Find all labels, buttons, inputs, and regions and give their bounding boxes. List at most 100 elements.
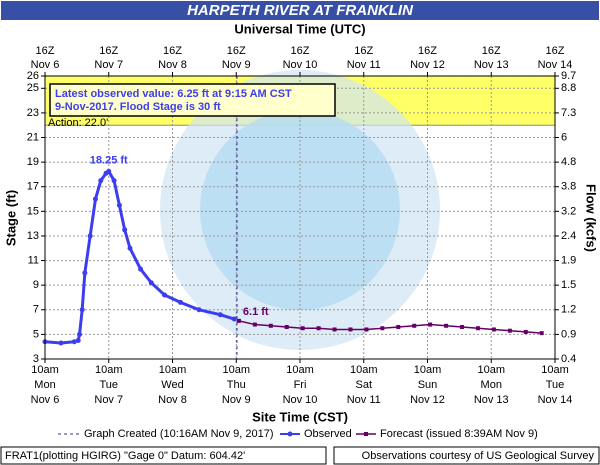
forecast-point xyxy=(252,322,257,327)
observed-point xyxy=(87,233,93,239)
x-axis-title: Site Time (CST) xyxy=(252,409,348,424)
y-tick-label: 7 xyxy=(33,304,39,316)
forecast-point xyxy=(380,326,385,331)
x2-tick-label: 16Z xyxy=(354,45,373,57)
y2-tick-label: 6 xyxy=(561,131,567,143)
y2-tick-label: 1.5 xyxy=(561,279,576,291)
legend-label: Observed xyxy=(304,428,352,440)
y2-tick-label: 4.8 xyxy=(561,156,576,168)
x-tick-label: Nov 6 xyxy=(31,394,60,406)
y2-tick-label: 9.7 xyxy=(561,70,576,82)
forecast-point xyxy=(475,326,480,331)
y2-tick-label: 0.9 xyxy=(561,328,576,340)
x2-tick-label: Nov 14 xyxy=(538,59,573,71)
x2-tick-label: Nov 8 xyxy=(158,59,187,71)
y2-axis-title: Flow (kcfs) xyxy=(584,184,599,252)
x-tick-label: 10am xyxy=(222,364,250,376)
footer-box xyxy=(0,446,327,465)
x2-tick-label: 16Z xyxy=(163,45,182,57)
observed-point xyxy=(106,168,112,174)
x-tick-label: 10am xyxy=(414,364,442,376)
forecast-point xyxy=(348,327,353,332)
x-tick-label: 10am xyxy=(286,364,314,376)
observed-point xyxy=(98,178,104,184)
y-tick-label: 9 xyxy=(33,279,39,291)
legend-swatch xyxy=(287,431,293,437)
x2-tick-label: 16Z xyxy=(291,45,310,57)
y-tick-label: 17 xyxy=(27,181,39,193)
x2-tick-label: 16Z xyxy=(99,45,118,57)
y-tick-label: 25 xyxy=(27,82,39,94)
value-label: 18.25 ft xyxy=(90,154,128,166)
observed-point xyxy=(122,227,128,233)
series-line xyxy=(238,320,542,334)
y-tick-label: 15 xyxy=(27,205,39,217)
observed-point xyxy=(231,316,237,322)
y2-tick-label: 3.8 xyxy=(561,181,576,193)
x-tick-label: Tue xyxy=(99,379,118,391)
observed-point xyxy=(116,202,122,208)
info-line: Latest observed value: 6.25 ft at 9:15 A… xyxy=(55,88,292,100)
observed-point xyxy=(111,178,117,184)
observed-point xyxy=(196,307,202,313)
info-line: 9-Nov-2017. Flood Stage is 30 ft xyxy=(55,101,221,113)
x-tick-label: Wed xyxy=(161,379,183,391)
forecast-point xyxy=(507,328,512,333)
x-tick-label: 10am xyxy=(159,364,187,376)
value-label: 6.1 ft xyxy=(243,306,269,318)
footer-right: Observations courtesy of US Geological S… xyxy=(362,450,595,462)
observed-point xyxy=(177,299,183,305)
forecast-point xyxy=(316,326,321,331)
x-tick-label: 10am xyxy=(95,364,123,376)
x-tick-label: Tue xyxy=(546,379,565,391)
observed-point xyxy=(71,339,77,345)
x-tick-label: Nov 14 xyxy=(538,394,573,406)
y-tick-label: 3 xyxy=(33,353,39,365)
y2-tick-label: 0.4 xyxy=(561,353,576,365)
x2-tick-label: Nov 6 xyxy=(31,59,60,71)
x-tick-label: 10am xyxy=(477,364,505,376)
observed-point xyxy=(75,338,81,344)
action-label: Action: 22.0' xyxy=(48,117,108,129)
forecast-point xyxy=(491,327,496,332)
forecast-point xyxy=(300,326,305,331)
chart-title: HARPETH RIVER AT FRANKLIN xyxy=(187,2,414,19)
x-tick-label: Mon xyxy=(34,379,55,391)
observed-point xyxy=(82,270,88,276)
observed-point xyxy=(79,307,85,313)
y2-tick-label: 8.8 xyxy=(561,82,576,94)
forecast-point xyxy=(523,329,528,334)
forecast-point xyxy=(539,331,544,336)
y-tick-label: 13 xyxy=(27,230,39,242)
x-tick-label: Mon xyxy=(481,379,502,391)
forecast-point xyxy=(364,327,369,332)
legend-label: Forecast (issued 8:39AM Nov 9) xyxy=(380,428,538,440)
y2-tick-label: 1.9 xyxy=(561,254,576,266)
x-tick-label: 10am xyxy=(541,364,569,376)
legend-label: Graph Created (10:16AM Nov 9, 2017) xyxy=(84,428,274,440)
x-tick-label: Nov 7 xyxy=(94,394,123,406)
y2-tick-label: 1.2 xyxy=(561,304,576,316)
observed-point xyxy=(217,312,223,318)
plot-border xyxy=(44,75,556,360)
x2-tick-label: Nov 10 xyxy=(283,59,318,71)
x-tick-label: Nov 11 xyxy=(347,394,381,406)
forecast-point xyxy=(460,325,465,330)
y-tick-label: 19 xyxy=(27,156,39,168)
observed-point xyxy=(148,280,154,286)
observed-point xyxy=(138,266,144,272)
observed-point xyxy=(127,245,133,251)
top-axis-title: Universal Time (UTC) xyxy=(234,21,365,36)
footer-box xyxy=(333,446,600,465)
title-bar xyxy=(1,1,599,20)
x2-tick-label: 16Z xyxy=(227,45,246,57)
x2-tick-label: Nov 11 xyxy=(347,59,381,71)
forecast-point xyxy=(284,325,289,330)
x-tick-label: Thu xyxy=(227,379,246,391)
y2-tick-label: 3.2 xyxy=(561,205,576,217)
y2-tick-label: 2.4 xyxy=(561,230,576,242)
forecast-point xyxy=(332,327,337,332)
observed-point xyxy=(58,340,64,346)
